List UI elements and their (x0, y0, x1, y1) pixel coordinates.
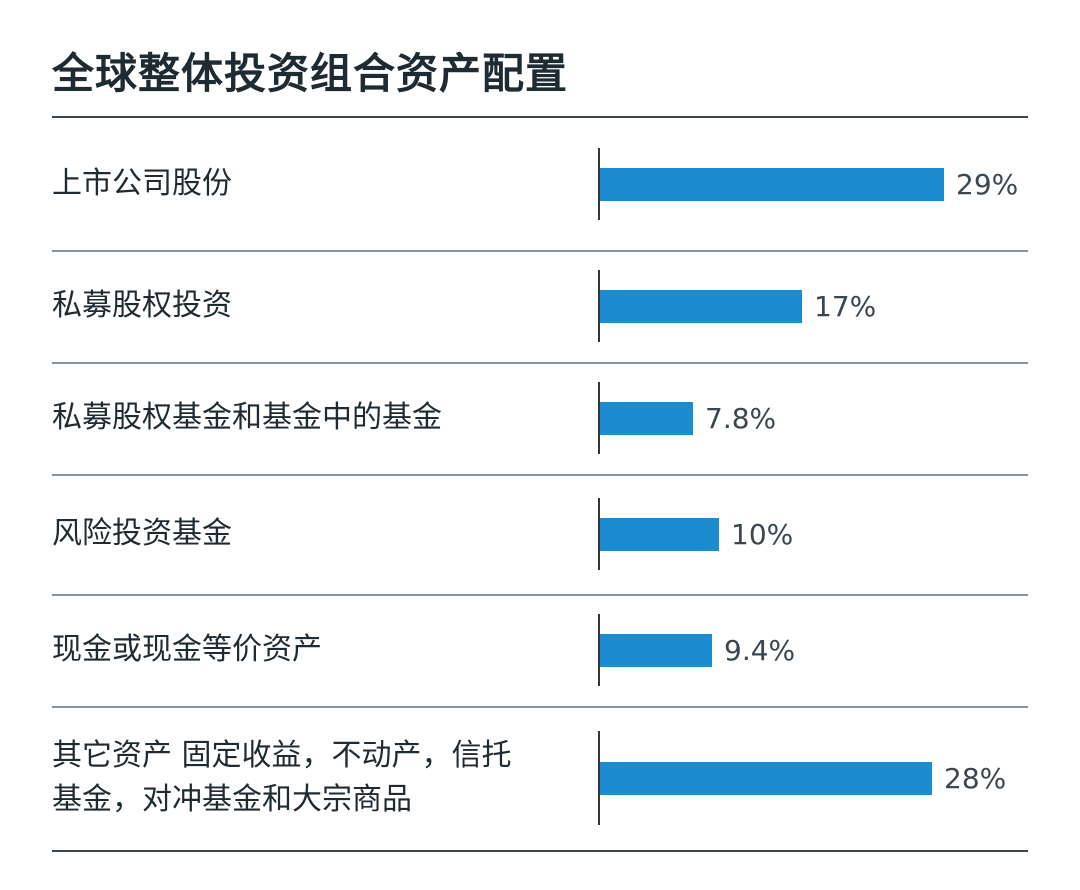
axis-line (598, 614, 600, 686)
axis-line (598, 498, 600, 570)
row-divider (52, 706, 1028, 708)
axis-line (598, 731, 600, 825)
category-label: 上市公司股份 (52, 166, 232, 201)
category-label: 风险投资基金 (52, 516, 232, 551)
bar (600, 289, 802, 323)
value-label: 9.4% (724, 633, 796, 667)
bar (600, 761, 932, 795)
row-divider (52, 474, 1028, 476)
axis-line (598, 270, 600, 342)
row-divider (52, 362, 1028, 364)
axis-line (598, 382, 600, 454)
category-label: 其它资产 固定收益，不动产，信托 基金，对冲基金和大宗商品 (52, 738, 512, 817)
bottom-divider (52, 850, 1028, 852)
bar (600, 633, 712, 667)
value-label: 29% (956, 167, 1019, 201)
value-label: 7.8% (705, 401, 777, 435)
category-label: 私募股权基金和基金中的基金 (52, 400, 442, 435)
value-label: 28% (944, 761, 1007, 795)
page-title: 全球整体投资组合资产配置 (52, 49, 569, 98)
bar (600, 517, 719, 551)
bar (600, 401, 693, 435)
bar (600, 167, 944, 201)
value-label: 10% (731, 517, 794, 551)
row-divider (52, 250, 1028, 252)
category-label: 现金或现金等价资产 (52, 632, 322, 667)
category-label: 私募股权投资 (52, 288, 232, 323)
row-divider (52, 594, 1028, 596)
axis-line (598, 148, 600, 220)
title-divider (52, 116, 1028, 118)
value-label: 17% (814, 289, 877, 323)
